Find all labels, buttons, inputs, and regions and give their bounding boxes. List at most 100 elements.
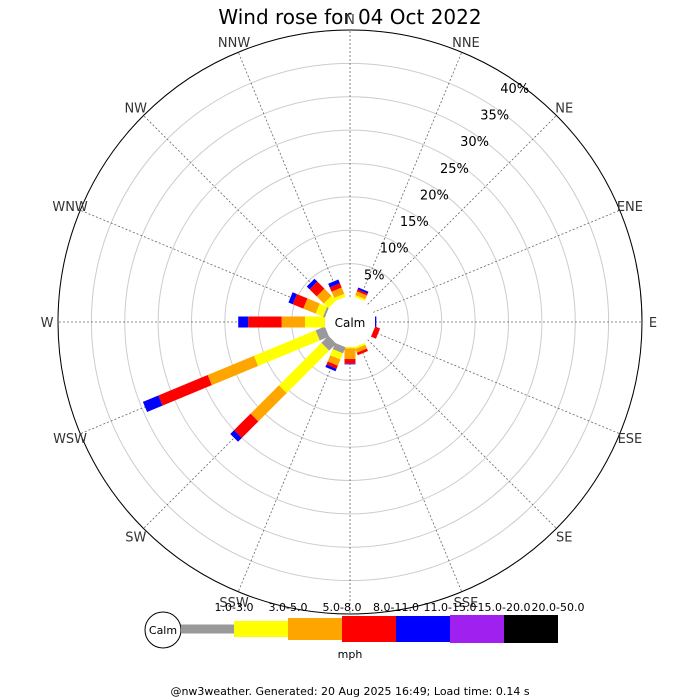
direction-label-w: W <box>41 316 54 331</box>
direction-label-sse: SSE <box>454 596 479 611</box>
percent-label: 30% <box>460 135 489 150</box>
bar-ese-8.0-11.0 <box>370 326 381 339</box>
bar-w-5.0-8.0 <box>281 316 305 328</box>
bar-sse-5.0-8.0 <box>355 344 367 353</box>
legend-swatch-15.0-20.0 <box>450 615 504 643</box>
bar-e-11.0-15.0 <box>375 316 377 328</box>
bar-nnw-11.0-15.0 <box>328 279 340 288</box>
legend-units: mph <box>338 648 363 661</box>
direction-label-se: SE <box>556 530 572 545</box>
outer-ring <box>57 29 643 615</box>
spoke-ene <box>372 209 620 313</box>
spoke-nne <box>359 52 463 300</box>
legend-swatch-8.0-11.0 <box>342 616 396 642</box>
legend-bin-label: 3.0-5.0 <box>269 601 308 614</box>
direction-label-nne: NNE <box>452 36 480 51</box>
direction-label-nnw: NNW <box>218 36 250 51</box>
legend-swatch-3.0-5.0 <box>234 621 288 637</box>
spoke-ese <box>372 331 620 435</box>
percent-labels: 5% 10% 15% 20% 25% 30% 35% 40% <box>364 82 529 284</box>
bar-w-11.0-15.0 <box>238 316 249 328</box>
bar-sw-11.0-15.0 <box>230 430 242 442</box>
spoke-wnw <box>80 209 328 313</box>
bar-nw-8.0-11.0 <box>309 281 325 297</box>
bar-wsw-5.0-8.0 <box>207 355 259 386</box>
bar-nw-3.0-5.0 <box>323 295 337 309</box>
bar-sse-3.0-5.0 <box>354 342 366 350</box>
bar-s-8.0-11.0 <box>344 359 356 364</box>
legend-bin-label: 1.0-3.0 <box>215 601 254 614</box>
bar-w-3.0-5.0 <box>304 316 325 328</box>
spoke-ssw <box>237 344 341 592</box>
legend-swatch-5.0-8.0 <box>288 618 342 640</box>
percent-label: 35% <box>480 108 509 123</box>
bar-nne-3.0-5.0 <box>354 294 366 302</box>
spoke-ne <box>367 115 557 305</box>
bar-nw-11.0-15.0 <box>306 278 318 290</box>
percent-label: 5% <box>364 268 385 283</box>
legend-swatch-11.0-15.0 <box>396 616 450 642</box>
bar-sw-3.0-5.0 <box>278 342 330 394</box>
spoke-sse <box>359 344 463 592</box>
bar-nne-11.0-15.0 <box>357 287 369 294</box>
spoke-nw <box>143 115 333 305</box>
calm-circle <box>326 298 374 346</box>
footer-text: @nw3weather. Generated: 20 Aug 2025 16:4… <box>170 685 529 698</box>
spoke-se <box>367 339 557 529</box>
percent-label: 25% <box>440 162 469 177</box>
speed-legend: Calm 1.0-3.0 3.0-5.0 5.0-8.0 8.0-11.0 11.0-15… <box>144 601 585 661</box>
direction-label-n: N <box>345 13 355 28</box>
calm-label: Calm <box>335 316 366 330</box>
direction-label-ssw: SSW <box>219 596 249 611</box>
bar-nne-5.0-8.0 <box>355 291 367 300</box>
grid-ring <box>157 129 543 515</box>
legend-bin-label: 8.0-11.0 <box>373 601 419 614</box>
direction-label-ne: NE <box>555 102 573 117</box>
direction-label-ene: ENE <box>617 200 643 215</box>
bar-wnw-11.0-15.0 <box>288 292 297 305</box>
bar-sw-5.0-8.0 <box>250 385 287 422</box>
bar-nnw-8.0-11.0 <box>329 283 342 292</box>
bar-sse-8.0-11.0 <box>356 348 368 356</box>
bar-nw-5.0-8.0 <box>316 288 332 304</box>
bar-nnw-5.0-8.0 <box>331 287 345 298</box>
bar-ssw-1.0-3.0 <box>332 342 346 354</box>
bar-s-5.0-8.0 <box>344 348 356 360</box>
bar-wnw-1.0-3.0 <box>322 306 330 318</box>
bar-ssw-11.0-15.0 <box>325 364 337 372</box>
bar-sw-8.0-11.0 <box>234 413 259 438</box>
legend-bin-label: 5.0-8.0 <box>323 601 362 614</box>
bar-wsw-3.0-5.0 <box>253 330 320 367</box>
direction-label-nw: NW <box>124 102 147 117</box>
legend-swatch-20.0-50.0 <box>504 615 558 643</box>
bar-wsw-8.0-11.0 <box>158 375 212 406</box>
legend-swatch-1.0-3.0 <box>181 624 234 634</box>
calm-center: Calm <box>326 298 374 346</box>
wind-bars <box>142 278 381 442</box>
bar-nne-8.0-11.0 <box>356 289 368 296</box>
bar-wnw-5.0-8.0 <box>303 298 320 314</box>
bar-wsw-11.0-15.0 <box>142 395 163 413</box>
bar-nnw-3.0-5.0 <box>334 293 346 302</box>
bar-ssw-5.0-8.0 <box>327 355 341 366</box>
bar-w-8.0-11.0 <box>248 316 282 328</box>
percent-label: 15% <box>400 215 429 230</box>
spoke-nnw <box>237 52 341 300</box>
bar-wsw-1.0-3.0 <box>315 326 330 341</box>
direction-label-wsw: WSW <box>53 432 87 447</box>
bar-wnw-3.0-5.0 <box>315 303 328 317</box>
direction-label-ese: ESE <box>618 432 643 447</box>
bar-ssw-3.0-5.0 <box>330 349 343 360</box>
legend-bin-label: 20.0-50.0 <box>532 601 585 614</box>
direction-label-sw: SW <box>125 530 146 545</box>
bar-s-11.0-15.0 <box>344 363 356 365</box>
direction-label-e: E <box>649 316 657 331</box>
legend-bin-label: 11.0-15.0 <box>424 601 477 614</box>
percent-label: 40% <box>500 82 529 97</box>
bar-ssw-8.0-11.0 <box>326 361 338 369</box>
percent-label: 20% <box>420 188 449 203</box>
direction-labels: NNNENEENEEESESESSESSSWSWWSWWWNWNWNNW <box>41 13 658 634</box>
bar-sw-1.0-3.0 <box>321 335 337 351</box>
direction-label-wnw: WNW <box>52 200 88 215</box>
